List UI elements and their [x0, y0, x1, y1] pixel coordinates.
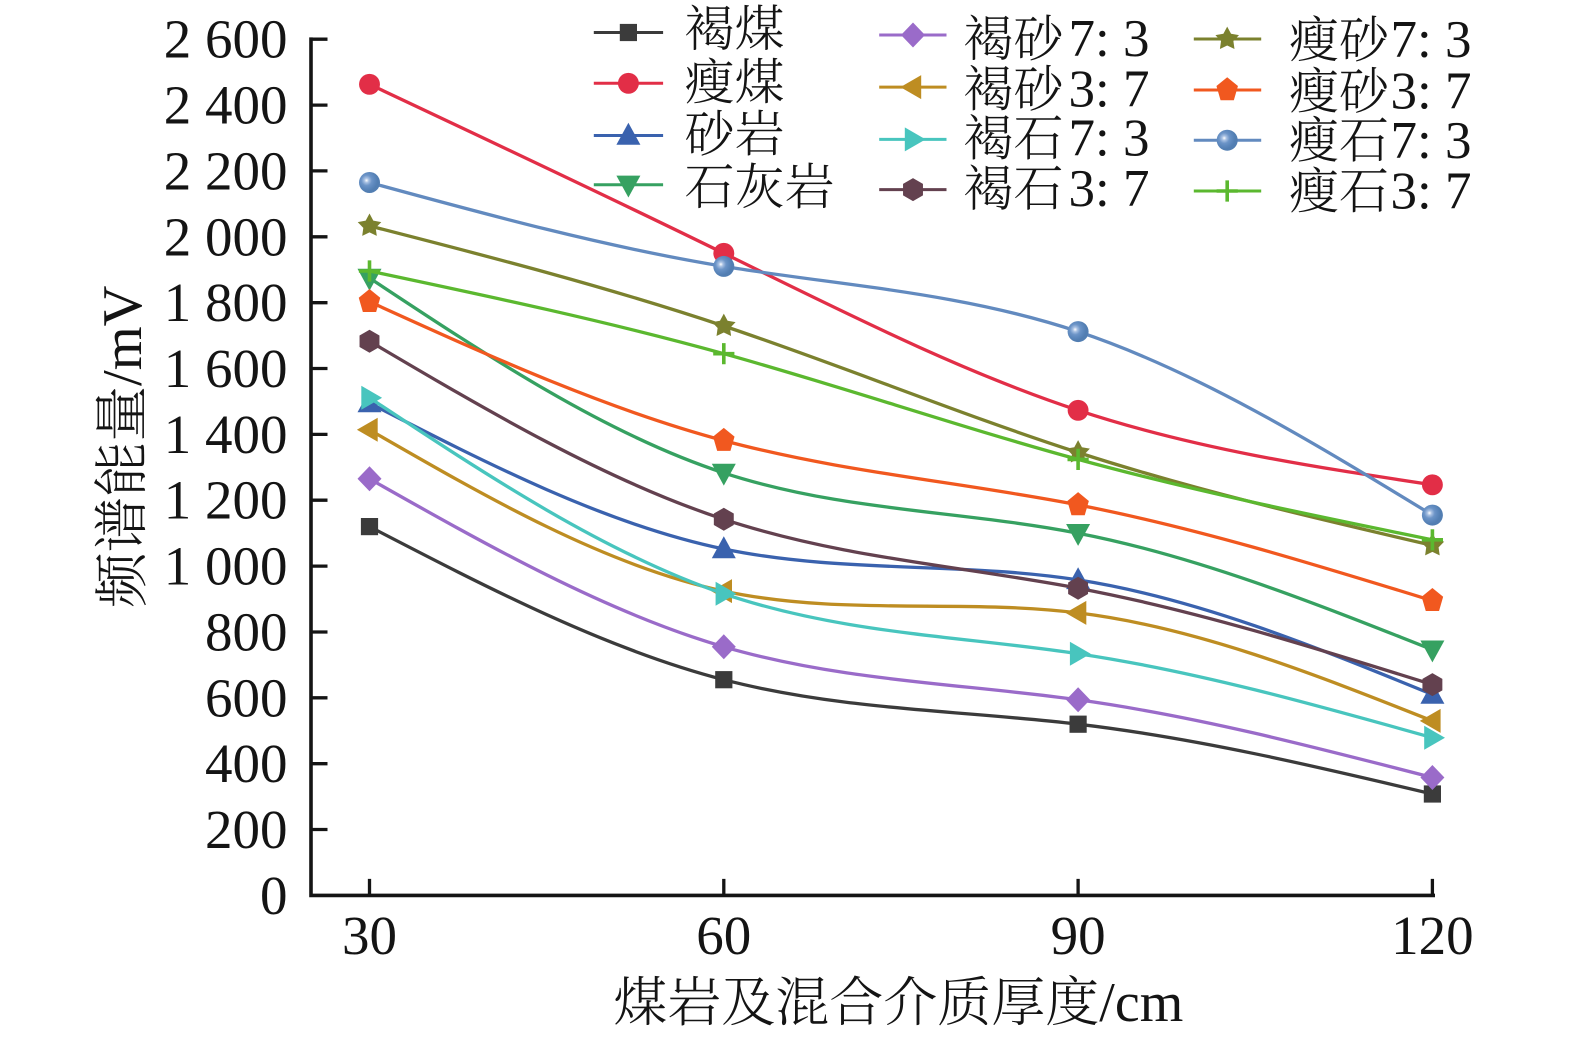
svg-text:1 000: 1 000 — [164, 536, 288, 597]
svg-text:400: 400 — [205, 733, 288, 794]
svg-text:600: 600 — [205, 667, 288, 728]
svg-text:7: 3: 7: 3 — [1391, 112, 1472, 170]
svg-text:/mV: /mV — [92, 285, 154, 386]
svg-text:7: 3: 7: 3 — [1069, 110, 1150, 168]
svg-text:30: 30 — [342, 905, 397, 966]
svg-text:7: 3: 7: 3 — [1069, 10, 1150, 68]
svg-text:3: 7: 3: 7 — [1391, 63, 1472, 121]
svg-text:1 400: 1 400 — [164, 404, 288, 465]
svg-text:7: 3: 7: 3 — [1391, 11, 1472, 69]
svg-text:2 200: 2 200 — [164, 140, 288, 201]
svg-text:60: 60 — [696, 905, 751, 966]
svg-text:0: 0 — [260, 865, 288, 926]
svg-text:2 400: 2 400 — [164, 75, 288, 136]
svg-text:1 800: 1 800 — [164, 272, 288, 333]
svg-text:90: 90 — [1051, 905, 1106, 966]
svg-text:120: 120 — [1391, 905, 1474, 966]
svg-text:200: 200 — [205, 799, 288, 860]
svg-text:800: 800 — [205, 602, 288, 663]
svg-text:1 600: 1 600 — [164, 338, 288, 399]
svg-text:/cm: /cm — [1099, 972, 1183, 1034]
svg-text:1 200: 1 200 — [164, 470, 288, 531]
svg-text:3: 7: 3: 7 — [1391, 163, 1472, 221]
svg-text:2 600: 2 600 — [164, 9, 288, 70]
svg-text:3: 7: 3: 7 — [1069, 61, 1150, 119]
svg-text:3: 7: 3: 7 — [1069, 160, 1150, 218]
svg-text:2 000: 2 000 — [164, 206, 288, 267]
